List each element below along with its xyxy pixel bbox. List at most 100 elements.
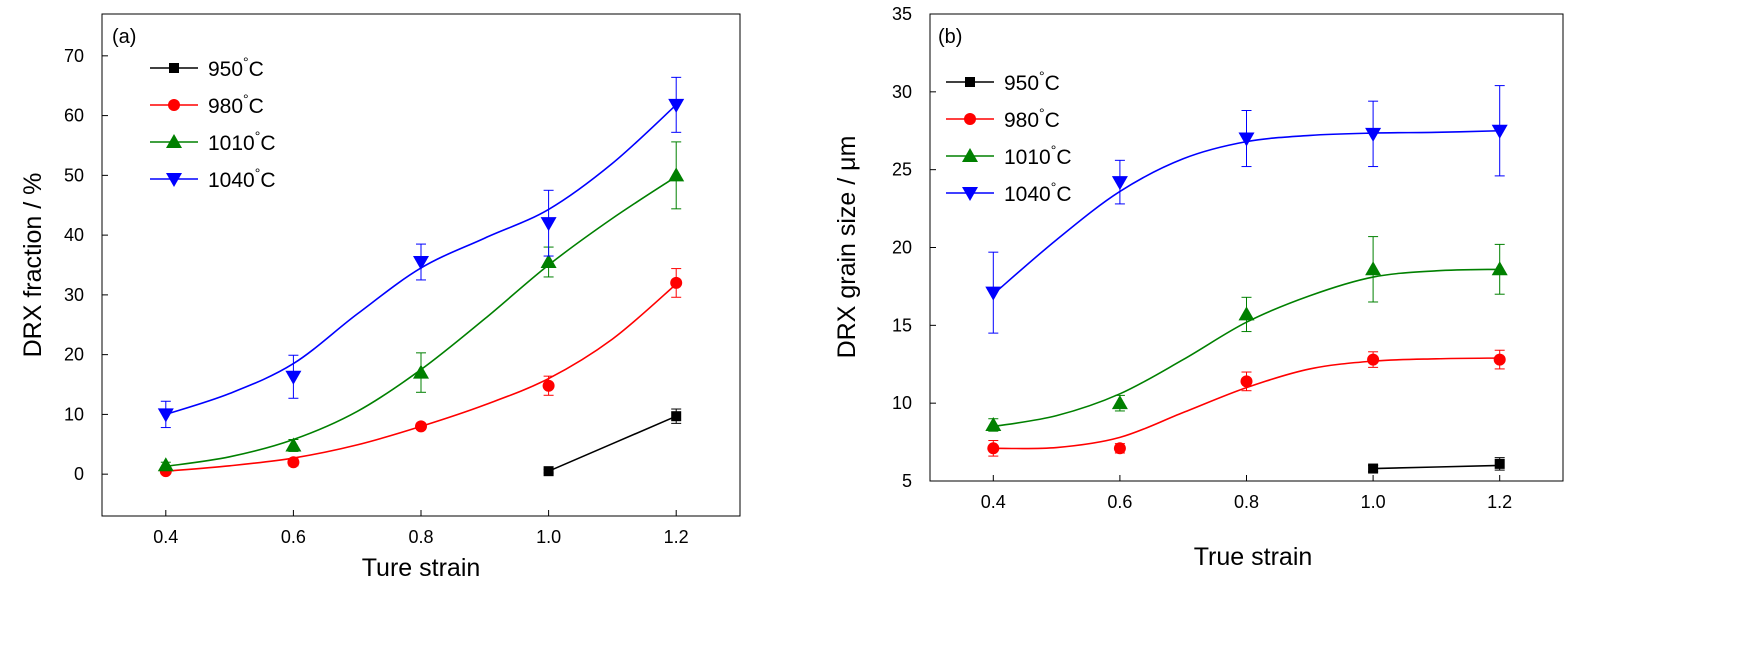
legend-marker bbox=[962, 148, 978, 162]
series-950 bbox=[1368, 457, 1505, 474]
y-tick-label: 15 bbox=[892, 315, 912, 335]
legend-marker bbox=[964, 113, 976, 125]
x-tick-label: 1.2 bbox=[664, 527, 689, 547]
legend-label: 980°C bbox=[1004, 105, 1060, 132]
data-point bbox=[985, 416, 1002, 431]
x-tick-label: 1.0 bbox=[536, 527, 561, 547]
legend-entry-950: 950°C bbox=[150, 54, 264, 81]
y-tick-label: 40 bbox=[64, 225, 84, 245]
x-tick-label: 1.2 bbox=[1487, 492, 1512, 512]
data-point bbox=[1494, 458, 1505, 469]
data-point bbox=[671, 411, 682, 422]
data-point bbox=[413, 256, 429, 271]
data-point bbox=[668, 167, 685, 182]
data-point bbox=[413, 364, 429, 379]
data-point bbox=[1365, 261, 1382, 276]
legend-entry-1040: 1040°C bbox=[150, 165, 276, 192]
y-tick-label: 35 bbox=[892, 4, 912, 24]
x-tick-label: 0.8 bbox=[408, 527, 433, 547]
x-axis-label-b: True strain bbox=[1194, 543, 1313, 571]
legend-entry-980: 980°C bbox=[946, 105, 1060, 132]
data-point bbox=[987, 442, 1000, 455]
y-tick-label: 70 bbox=[64, 46, 84, 66]
series-980 bbox=[159, 268, 683, 478]
series-layer-a bbox=[157, 76, 685, 478]
data-point bbox=[1238, 132, 1255, 147]
legend-entry-1010: 1010°C bbox=[946, 142, 1072, 169]
data-point bbox=[415, 420, 427, 433]
data-point bbox=[543, 466, 554, 477]
legend-entry-1010: 1010°C bbox=[150, 128, 276, 155]
legend-label: 1040°C bbox=[1004, 179, 1072, 206]
panel-label-b: (b) bbox=[938, 26, 962, 48]
x-ticks-a: 0.4 0.6 0.8 1.0 1.2 bbox=[153, 510, 689, 547]
curve-1040 bbox=[992, 129, 1500, 295]
legend-label: 980°C bbox=[208, 91, 264, 118]
series-1010 bbox=[157, 141, 685, 472]
chart-panel-b: (b) True strain DRX grain size / μm 0.4 0… bbox=[833, 4, 1564, 571]
data-point bbox=[1367, 353, 1380, 366]
data-point bbox=[540, 254, 557, 269]
legend-entry-980: 980°C bbox=[150, 91, 264, 118]
x-tick-label: 0.4 bbox=[981, 492, 1006, 512]
legend-entry-1040: 1040°C bbox=[946, 179, 1072, 206]
data-point bbox=[157, 457, 174, 472]
panel-label-a: (a) bbox=[112, 26, 136, 48]
legend-marker bbox=[168, 99, 180, 111]
legend-label: 1040°C bbox=[208, 165, 276, 192]
data-point bbox=[157, 408, 174, 423]
y-tick-label: 30 bbox=[64, 285, 84, 305]
y-tick-label: 5 bbox=[902, 471, 912, 491]
x-axis-label-a: Ture strain bbox=[362, 554, 481, 582]
y-tick-label: 25 bbox=[892, 160, 912, 180]
data-point bbox=[668, 98, 685, 113]
series-1040 bbox=[985, 85, 1508, 334]
y-ticks-a: 0 10 20 30 40 50 60 70 bbox=[64, 46, 108, 484]
x-ticks-b: 0.4 0.6 0.8 1.0 1.2 bbox=[981, 475, 1512, 512]
data-point bbox=[1240, 375, 1253, 388]
data-point bbox=[1491, 261, 1508, 276]
data-point bbox=[1238, 306, 1255, 321]
series-1010 bbox=[985, 236, 1508, 432]
series-layer-b bbox=[985, 85, 1508, 474]
data-point bbox=[1365, 127, 1382, 142]
y-tick-label: 10 bbox=[892, 393, 912, 413]
x-tick-label: 0.6 bbox=[281, 527, 306, 547]
y-tick-label: 0 bbox=[74, 464, 84, 484]
legend-marker bbox=[962, 187, 978, 201]
data-point bbox=[670, 276, 683, 289]
legend-marker bbox=[166, 173, 182, 187]
data-point bbox=[540, 217, 557, 232]
series-980 bbox=[987, 349, 1506, 457]
legend-marker bbox=[965, 77, 975, 87]
data-point bbox=[1113, 442, 1126, 455]
legend-marker bbox=[166, 134, 182, 148]
y-tick-label: 60 bbox=[64, 106, 84, 126]
series-950 bbox=[543, 408, 682, 477]
legend-entry-950: 950°C bbox=[946, 68, 1060, 95]
legend-marker bbox=[169, 63, 179, 73]
data-point bbox=[287, 456, 300, 469]
legend-label: 1010°C bbox=[208, 128, 276, 155]
y-tick-label: 10 bbox=[64, 404, 84, 424]
y-tick-label: 50 bbox=[64, 165, 84, 185]
legend-label: 950°C bbox=[208, 54, 264, 81]
data-point bbox=[1491, 124, 1508, 139]
x-tick-label: 0.6 bbox=[1107, 492, 1132, 512]
legend-a: 950°C 980°C 1010°C 1040°C bbox=[150, 54, 276, 192]
y-axis-label-a: DRX fraction / % bbox=[19, 173, 47, 358]
y-tick-label: 30 bbox=[892, 82, 912, 102]
legend-label: 1010°C bbox=[1004, 142, 1072, 169]
legend-label: 950°C bbox=[1004, 68, 1060, 95]
series-1040 bbox=[157, 76, 685, 429]
data-point bbox=[1493, 353, 1506, 366]
curve-950 bbox=[548, 415, 677, 472]
x-tick-label: 1.0 bbox=[1361, 492, 1386, 512]
data-point bbox=[542, 379, 555, 392]
data-point bbox=[1111, 176, 1128, 191]
data-point bbox=[285, 437, 302, 452]
y-axis-label-b: DRX grain size / μm bbox=[833, 136, 861, 359]
curve-1010 bbox=[993, 268, 1500, 428]
x-tick-label: 0.4 bbox=[153, 527, 178, 547]
